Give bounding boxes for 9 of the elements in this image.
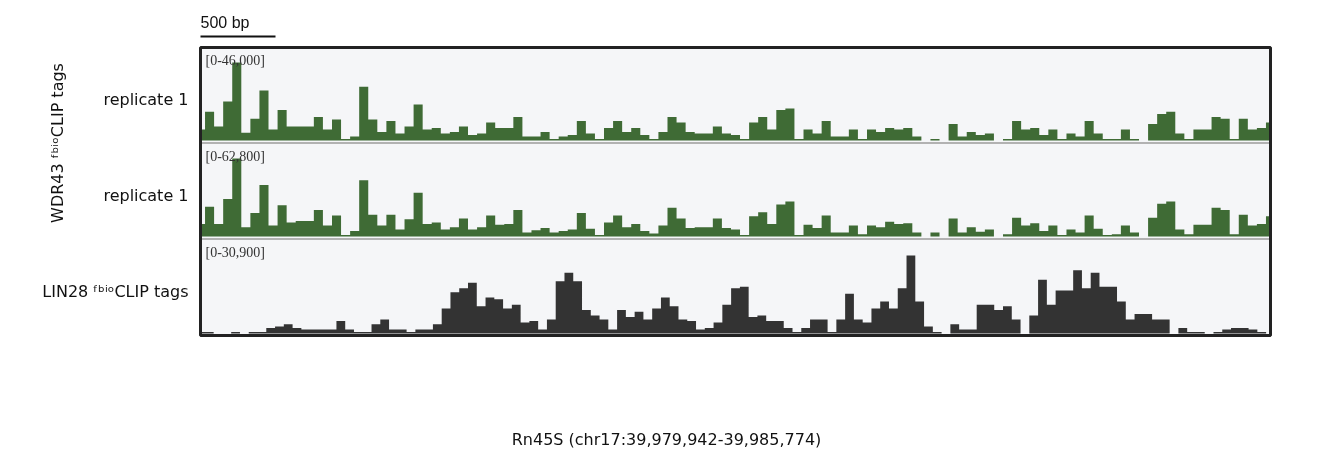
y-axis-title: replicate 1 xyxy=(103,89,189,109)
text: 500 bp xyxy=(200,14,250,31)
annotation: [0-62,800] xyxy=(205,148,265,164)
text: Rn45S (chr17:39,979,942-39,985,774) xyxy=(511,430,822,449)
y-axis-title: replicate 1 xyxy=(103,185,189,205)
text: WDR43 ᶠᵇⁱᵒCLIP tags xyxy=(48,63,67,223)
annotation: [0-46,000] xyxy=(205,52,265,68)
annotation: [0-30,900] xyxy=(205,244,265,260)
y-axis-title: LIN28 ᶠᵇⁱᵒCLIP tags xyxy=(42,282,189,301)
